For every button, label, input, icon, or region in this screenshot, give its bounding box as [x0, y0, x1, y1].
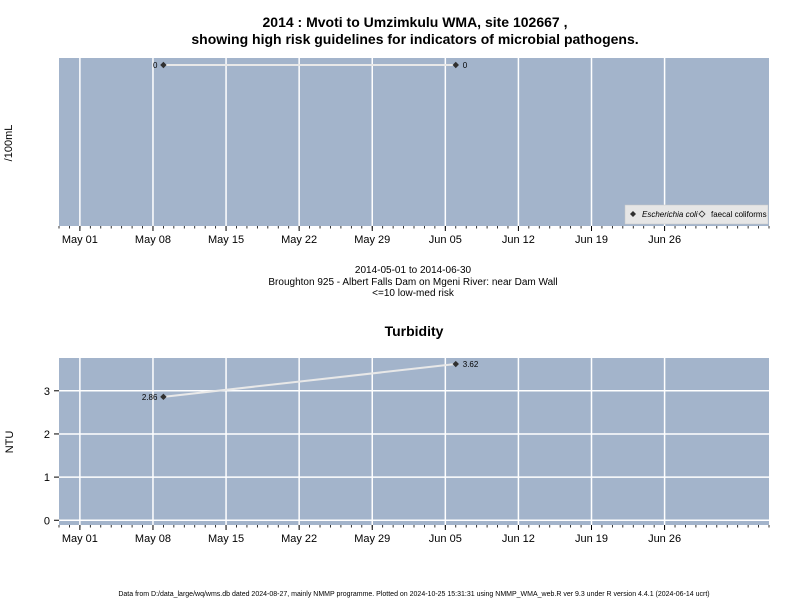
turbidity-x-tick-label: Jun 26	[648, 533, 681, 545]
turbidity-x-tick-label: May 29	[354, 533, 390, 545]
legend-label-faecal: faecal coliforms	[711, 210, 767, 219]
ecoli-x-tick-label: May 01	[62, 234, 98, 246]
ecoli-panel: May 01 May 08 May 15 May 22 May 29 Jun 05 Jun …	[3, 58, 770, 246]
chart-title-line1: 2014 : Mvoti to Umzimkulu WMA, site 1026…	[263, 14, 568, 30]
legend-label-ecoli: Escherichia coli	[642, 210, 698, 219]
ecoli-data-point	[160, 61, 167, 69]
ecoli-legend: Escherichia coli faecal coliforms	[624, 204, 769, 225]
legend-marker-ecoli	[630, 211, 636, 217]
turbidity-title: Turbidity	[385, 323, 444, 339]
turbidity-y-tick-label: 3	[44, 386, 50, 398]
ecoli-x-tick-label: Jun 05	[429, 234, 462, 246]
turbidity-x-tick-label: May 01	[62, 533, 98, 545]
turbidity-plot-area	[59, 358, 769, 525]
ecoli-data-label: 0	[153, 61, 158, 70]
turbidity-y-tick-label: 2	[44, 429, 50, 441]
site-description-text: Broughton 925 - Albert Falls Dam on Mgen…	[268, 277, 557, 288]
turbidity-data-point	[452, 360, 459, 368]
footer-note: Data from D:/data_large/wq/wms.db dated …	[118, 591, 709, 598]
legend-marker-faecal	[698, 210, 706, 218]
legend-box	[624, 204, 769, 225]
ecoli-y-axis-label: /100mL	[3, 125, 15, 162]
turbidity-series-line	[163, 363, 456, 398]
ecoli-data-label: 0	[463, 61, 468, 70]
turbidity-y-tick-label: 0	[44, 515, 50, 527]
ecoli-x-tick-label: Jun 19	[575, 234, 608, 246]
turbidity-x-axis: May 01 May 08 May 15 May 22 May 29 Jun 05 Jun …	[58, 525, 770, 545]
date-range-text: 2014-05-01 to 2014-06-30	[355, 265, 472, 276]
turbidity-x-tick-label: May 15	[208, 533, 244, 545]
turbidity-series: 2.86 3.62	[142, 360, 479, 402]
ecoli-gridlines	[79, 58, 666, 226]
risk-category-text: <=10 low-med risk	[372, 288, 455, 299]
turbidity-x-tick-label: Jun 12	[502, 533, 535, 545]
ecoli-plot-area	[59, 58, 769, 226]
turbidity-y-tick-label: 1	[44, 472, 50, 484]
turbidity-x-tick-label: Jun 05	[429, 533, 462, 545]
turbidity-x-tick-label: Jun 19	[575, 533, 608, 545]
turbidity-gridlines	[59, 358, 769, 525]
turbidity-data-point	[160, 393, 167, 401]
ecoli-data-point	[452, 61, 459, 69]
ecoli-x-tick-label: Jun 26	[648, 234, 681, 246]
turbidity-data-label: 3.62	[463, 360, 479, 369]
turbidity-data-label: 2.86	[142, 393, 158, 402]
ecoli-x-tick-label: May 22	[281, 234, 317, 246]
ecoli-x-tick-label: May 29	[354, 234, 390, 246]
ecoli-x-tick-label: May 08	[135, 234, 171, 246]
turbidity-x-tick-label: May 08	[135, 533, 171, 545]
ecoli-x-axis: May 01 May 08 May 15 May 22 May 29 Jun 05 Jun …	[58, 226, 770, 246]
turbidity-y-axis: 0 1 2 3	[44, 386, 59, 527]
ecoli-x-tick-label: Jun 12	[502, 234, 535, 246]
ecoli-x-tick-label: May 15	[208, 234, 244, 246]
turbidity-x-tick-label: May 22	[281, 533, 317, 545]
chart-title-line2: showing high risk guidelines for indicat…	[191, 31, 638, 47]
turbidity-y-axis-label: NTU	[4, 431, 16, 454]
